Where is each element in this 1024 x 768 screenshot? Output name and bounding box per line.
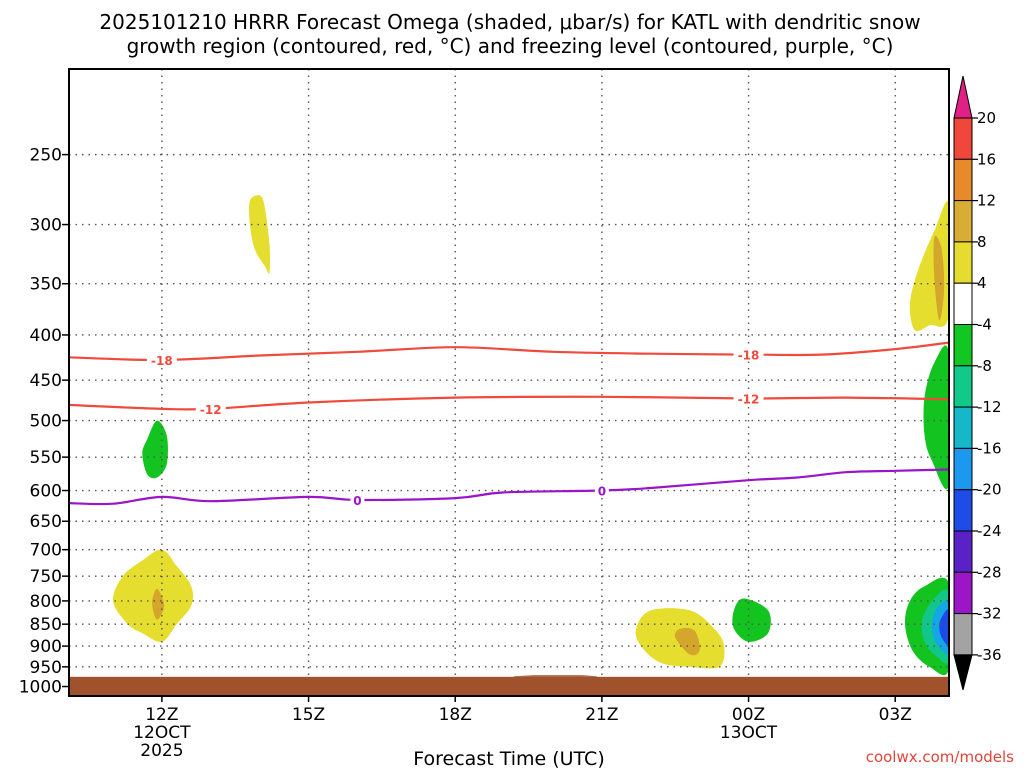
y-tick-label-900: 900: [30, 637, 62, 657]
colorbar-tick-label-10: -20: [977, 481, 1002, 499]
y-tick-label-600: 600: [30, 482, 62, 502]
colorbar-tick-label-1: 20: [977, 109, 996, 127]
colorbar-bin-12: [953, 571, 973, 615]
omega-region-5: [674, 627, 700, 656]
colorbar-over-triangle: [953, 75, 973, 119]
colorbar-bin-1: [953, 117, 973, 160]
y-tick-label-300: 300: [30, 216, 62, 236]
colorbar-tick-label-14: -36: [977, 646, 1002, 664]
colorbar-bin-3: [953, 200, 973, 243]
x-tick-label-12Z-1: 12Z: [145, 705, 178, 725]
colorbar-bin-9: [953, 447, 973, 491]
contour-label-bg: [733, 347, 764, 362]
grid-layer: [69, 69, 949, 696]
x-tick-label-00Z-1: 00Z: [732, 705, 765, 725]
contour-label-0-2: 0: [598, 485, 606, 499]
y-tick-label-800: 800: [30, 592, 62, 612]
terrain-ground: [69, 676, 949, 696]
contour-line-0: [69, 468, 949, 506]
colorbar-bin-13: [953, 613, 973, 656]
contour-label--18-2: -18: [738, 349, 760, 363]
contour-label--12-2: -12: [738, 392, 760, 406]
y-tick-label-550: 550: [30, 448, 62, 468]
colorbar-bin-6: [953, 324, 973, 367]
x-tick-label-12Z-2: 12OCT: [133, 723, 191, 743]
y-tick-label-650: 650: [30, 512, 62, 532]
chart-title-line-1: 2025101210 HRRR Forecast Omega (shaded, …: [99, 10, 920, 34]
omega-region-14: [939, 609, 949, 646]
colorbar-tick-label-13: -32: [977, 605, 1002, 623]
contour-label-bg: [350, 493, 365, 508]
x-tick-label-12Z-3: 2025: [140, 741, 183, 761]
y-tick-label-950: 950: [30, 658, 62, 678]
omega-region-9: [732, 598, 771, 642]
y-tick-label-450: 450: [30, 371, 62, 391]
x-axis-label: Forecast Time (UTC): [413, 748, 604, 768]
y-tick-label-500: 500: [30, 412, 62, 432]
y-tick-label-750: 750: [30, 567, 62, 587]
chart-title-line-2: growth region (contoured, red, °C) and f…: [127, 34, 894, 58]
colorbar-tick-label-8: -12: [977, 398, 1002, 416]
colorbar-bin-11: [953, 530, 973, 573]
contour-layer: -18 -18 -12 -12 0 0: [69, 341, 949, 508]
omega-colorbar: 20 16 12 8 4 -4 -8 -12 -16 -20 -24 -28 -32 -36: [953, 75, 1002, 691]
plot-frame: [68, 68, 950, 697]
contour-label-bg: [146, 353, 177, 368]
y-tick-label-850: 850: [30, 615, 62, 635]
contour-line--12: [69, 395, 949, 411]
omega-region-2: [112, 549, 194, 643]
omega-region-1: [248, 195, 271, 274]
omega-region-8: [142, 420, 168, 479]
colorbar-tick-label-9: -16: [977, 439, 1002, 457]
x-tick-label-15Z-1: 15Z: [292, 705, 325, 725]
contour-line--18: [69, 341, 949, 362]
colorbar-tick-label-7: -8: [977, 357, 992, 375]
colorbar-tick-label-6: -4: [977, 316, 992, 334]
y-tick-label-250: 250: [30, 146, 62, 166]
y-tick-label-350: 350: [30, 275, 62, 295]
colorbar-bin-5: [953, 282, 973, 326]
omega-shading-layer: [112, 195, 949, 676]
terrain-bump: [513, 675, 597, 677]
colorbar-tick-label-2: 16: [977, 150, 996, 168]
contour-label-0-1: 0: [353, 494, 361, 508]
colorbar-tick-label-11: -24: [977, 522, 1002, 540]
colorbar-tick-label-4: 8: [977, 233, 987, 251]
x-tick-label-00Z-2: 13OCT: [720, 723, 778, 743]
colorbar-bin-8: [953, 406, 973, 449]
y-tick-label-400: 400: [30, 326, 62, 346]
colorbar-tick-label-5: 4: [977, 274, 987, 292]
colorbar-bin-7: [953, 365, 973, 408]
colorbar-under-triangle: [953, 654, 973, 691]
y-axis-ticks: 2503003504004505005506006507007508008509…: [19, 146, 69, 698]
y-tick-label-700: 700: [30, 541, 62, 561]
x-tick-label-03Z-1: 03Z: [879, 705, 912, 725]
colorbar-tick-label-3: 12: [977, 192, 996, 210]
colorbar-bin-10: [953, 489, 973, 532]
omega-region-7: [933, 235, 945, 321]
colorbar-bin-4: [953, 241, 973, 284]
credit-text: coolwx.com/models: [866, 748, 1014, 766]
x-tick-label-18Z-1: 18Z: [439, 705, 472, 725]
omega-region-10: [923, 345, 949, 490]
colorbar-bin-2: [953, 158, 973, 202]
contour-label-bg: [733, 391, 764, 406]
contour-label--18-1: -18: [151, 354, 173, 368]
contour-label-bg: [594, 483, 609, 498]
contour-label--12-1: -12: [200, 403, 222, 417]
contour-label-bg: [195, 401, 226, 416]
omega-region-6: [909, 201, 949, 332]
y-tick-label-1000: 1000: [19, 678, 62, 698]
x-tick-label-21Z-1: 21Z: [585, 705, 618, 725]
colorbar-tick-label-12: -28: [977, 563, 1002, 581]
terrain-layer: [69, 675, 949, 696]
